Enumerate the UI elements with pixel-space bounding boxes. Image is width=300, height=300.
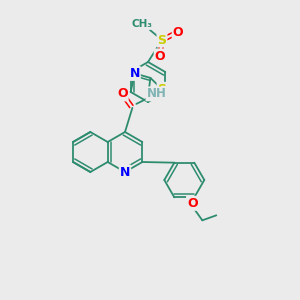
Text: CH₃: CH₃ (131, 19, 152, 29)
Text: O: O (117, 87, 128, 101)
Text: O: O (173, 26, 183, 38)
Text: O: O (155, 50, 165, 62)
Text: N: N (120, 166, 130, 178)
Text: O: O (187, 197, 198, 210)
Text: S: S (158, 34, 166, 46)
Text: N: N (129, 67, 140, 80)
Text: NH: NH (146, 87, 166, 101)
Text: S: S (158, 83, 166, 96)
